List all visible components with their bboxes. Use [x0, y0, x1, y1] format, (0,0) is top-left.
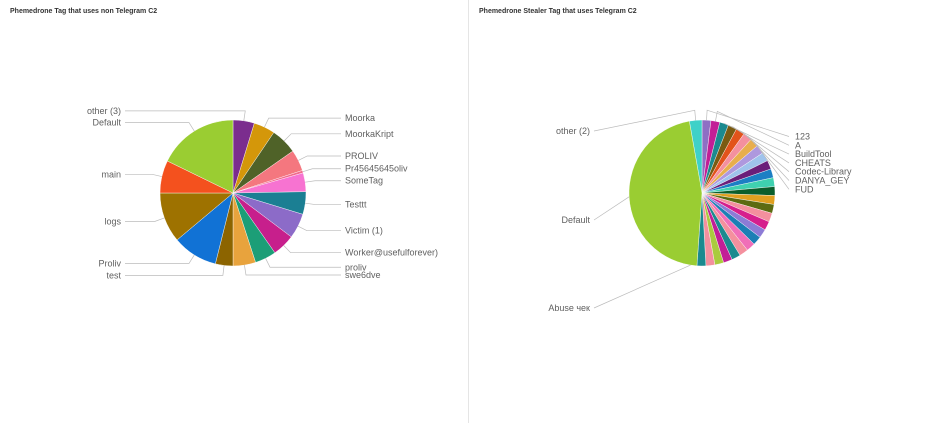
svg-text:MoorkaKript: MoorkaKript	[345, 129, 394, 139]
svg-text:Victim (1): Victim (1)	[345, 226, 383, 236]
svg-text:swe6dve: swe6dve	[345, 270, 381, 280]
svg-text:PROLIV: PROLIV	[345, 151, 378, 161]
svg-text:SomeTag: SomeTag	[345, 176, 383, 186]
svg-text:test: test	[106, 270, 121, 280]
svg-text:Default: Default	[561, 215, 590, 225]
svg-text:other (2): other (2)	[556, 126, 590, 136]
svg-text:Worker@usefulforever): Worker@usefulforever)	[345, 248, 438, 258]
svg-text:logs: logs	[104, 216, 121, 226]
svg-text:FUD: FUD	[795, 184, 814, 194]
svg-text:Abuse чек: Abuse чек	[548, 303, 590, 313]
svg-text:main: main	[101, 169, 121, 179]
svg-text:Moorka: Moorka	[345, 113, 375, 123]
svg-text:Pr45645645oliv: Pr45645645oliv	[345, 164, 408, 174]
svg-text:Default: Default	[92, 118, 121, 128]
svg-text:Proliv: Proliv	[98, 258, 121, 268]
svg-text:other (3): other (3)	[87, 106, 121, 116]
svg-text:Testtt: Testtt	[345, 200, 367, 210]
